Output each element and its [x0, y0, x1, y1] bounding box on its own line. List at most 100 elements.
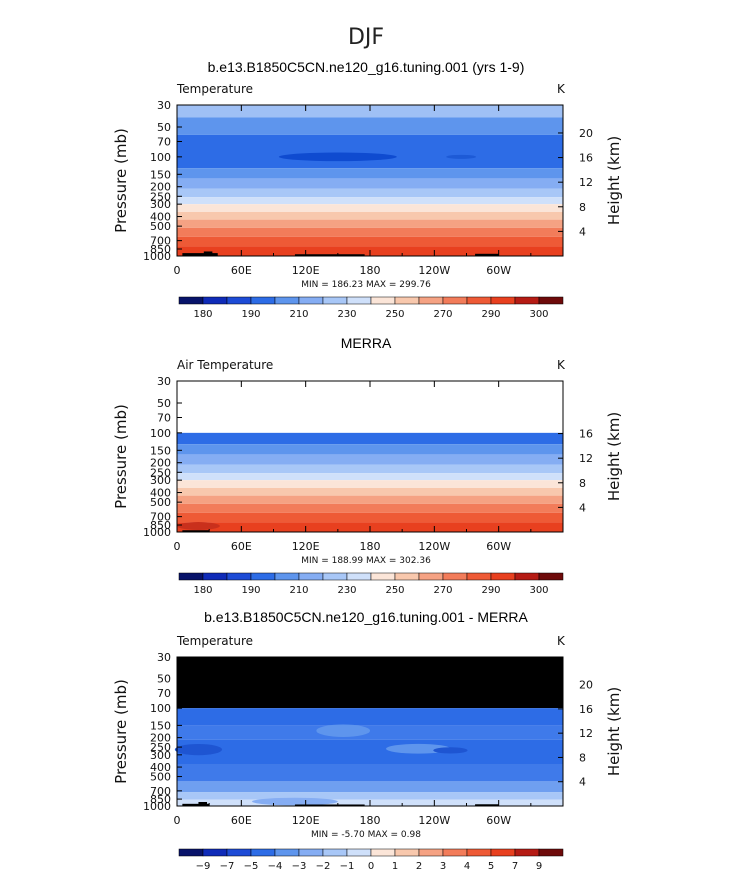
colorbar-label: 250 [385, 585, 404, 596]
season-title: DJF [348, 25, 384, 50]
pressure-tick-label: 70 [157, 687, 171, 700]
height-tick-label: 16 [579, 152, 593, 165]
colorbar-segment [202, 848, 228, 857]
height-tick-label: 4 [579, 501, 586, 514]
lon-tick-label: 120W [418, 814, 450, 827]
contour-band [177, 178, 563, 189]
lon-tick-label: 120E [292, 264, 320, 277]
colorbar-label: 0 [368, 861, 374, 872]
pressure-tick-label: 1000 [143, 250, 171, 263]
colorbar-segment [442, 572, 468, 581]
colorbar-label: 230 [337, 309, 356, 320]
panel-left-label: Temperature [176, 82, 253, 96]
lon-tick-label: 60E [231, 540, 252, 553]
colorbar-label: 190 [241, 585, 260, 596]
colorbar-label: 1 [392, 861, 398, 872]
lon-tick-label: 180 [360, 814, 381, 827]
contour-band [177, 792, 563, 800]
contour-band [177, 503, 563, 513]
panel-1: b.e13.B1850C5CN.ne120_g16.tuning.001 (yr… [112, 59, 623, 320]
contour-band [177, 204, 563, 213]
pressure-tick-label: 250 [150, 190, 171, 203]
colorbar-segment [370, 296, 396, 305]
contour-band [177, 512, 563, 523]
colorbar-segment [418, 572, 444, 581]
pressure-tick-label: 250 [150, 466, 171, 479]
missing-data-region [177, 657, 563, 709]
pressure-tick-label: 850 [150, 793, 171, 806]
colorbar-segment [466, 296, 492, 305]
pressure-tick-label: 500 [150, 771, 171, 784]
pressure-tick-label: 700 [150, 235, 171, 248]
colorbar-segment [514, 572, 540, 581]
contour-band [177, 219, 563, 228]
colorbar-label: 230 [337, 585, 356, 596]
contour-band [177, 473, 563, 481]
colorbar-segment [466, 848, 492, 857]
colorbar-segment [370, 572, 396, 581]
pressure-tick-label: 150 [150, 719, 171, 732]
contour-band [177, 495, 563, 504]
contour-feature [278, 152, 397, 162]
panel-left-label: Air Temperature [177, 358, 273, 372]
colorbar-segment [178, 572, 204, 581]
contour-feature [433, 747, 468, 754]
height-tick-label: 4 [579, 776, 586, 789]
pressure-tick-label: 200 [150, 181, 171, 194]
pressure-tick-label: 300 [150, 198, 171, 211]
contour-feature [252, 797, 338, 806]
lon-tick-label: 0 [174, 264, 181, 277]
colorbar-segment [442, 848, 468, 857]
colorbar-segment [346, 848, 372, 857]
contour-band [177, 188, 563, 198]
pressure-tick-label: 200 [150, 732, 171, 745]
colorbar-segment [394, 296, 420, 305]
colorbar-segment [418, 848, 444, 857]
panel-title: b.e13.B1850C5CN.ne120_g16.tuning.001 - M… [204, 609, 528, 625]
y-axis-label: Pressure (mb) [112, 128, 130, 233]
pressure-tick-label: 500 [150, 220, 171, 233]
colorbar-label: −2 [316, 861, 331, 872]
colorbar-label: 180 [193, 585, 212, 596]
colorbar-segment [178, 848, 204, 857]
terrain-mask [294, 254, 365, 256]
height-tick-label: 20 [579, 679, 593, 692]
contour-band [177, 488, 563, 496]
contour-band [177, 236, 563, 247]
colorbar-segment [514, 296, 540, 305]
contour-band [177, 432, 563, 445]
pressure-tick-label: 150 [150, 444, 171, 457]
contour-band [177, 454, 563, 465]
contour-band [177, 227, 563, 237]
terrain-mask [203, 251, 213, 256]
colorbar-segment [442, 296, 468, 305]
contour-band [177, 764, 563, 782]
colorbar-label: 300 [529, 309, 548, 320]
contour-feature [446, 154, 477, 159]
height-tick-label: 16 [579, 428, 593, 441]
colorbar-label: 290 [481, 585, 500, 596]
contour-band [177, 464, 563, 474]
terrain-mask [182, 530, 210, 532]
contour-band [177, 781, 563, 793]
colorbar-label: 180 [193, 309, 212, 320]
min-max-label: MIN = -5.70 MAX = 0.98 [311, 830, 421, 840]
pressure-tick-label: 850 [150, 519, 171, 532]
pressure-tick-label: 100 [150, 151, 171, 164]
contour-band [177, 134, 563, 169]
colorbar-segment [322, 572, 348, 581]
colorbar-segment [490, 296, 516, 305]
terrain-mask [182, 803, 210, 806]
lon-tick-label: 60E [231, 814, 252, 827]
lon-tick-label: 60W [486, 540, 511, 553]
pressure-tick-label: 70 [157, 135, 171, 148]
lon-tick-label: 120E [292, 540, 320, 553]
pressure-tick-label: 400 [150, 211, 171, 224]
y-axis-label: Pressure (mb) [112, 404, 130, 509]
colorbar-label: −3 [292, 861, 307, 872]
colorbar-segment [226, 296, 252, 305]
colorbar-segment [322, 848, 348, 857]
lon-tick-label: 60E [231, 264, 252, 277]
colorbar-label: −7 [220, 861, 235, 872]
pressure-tick-label: 100 [150, 427, 171, 440]
